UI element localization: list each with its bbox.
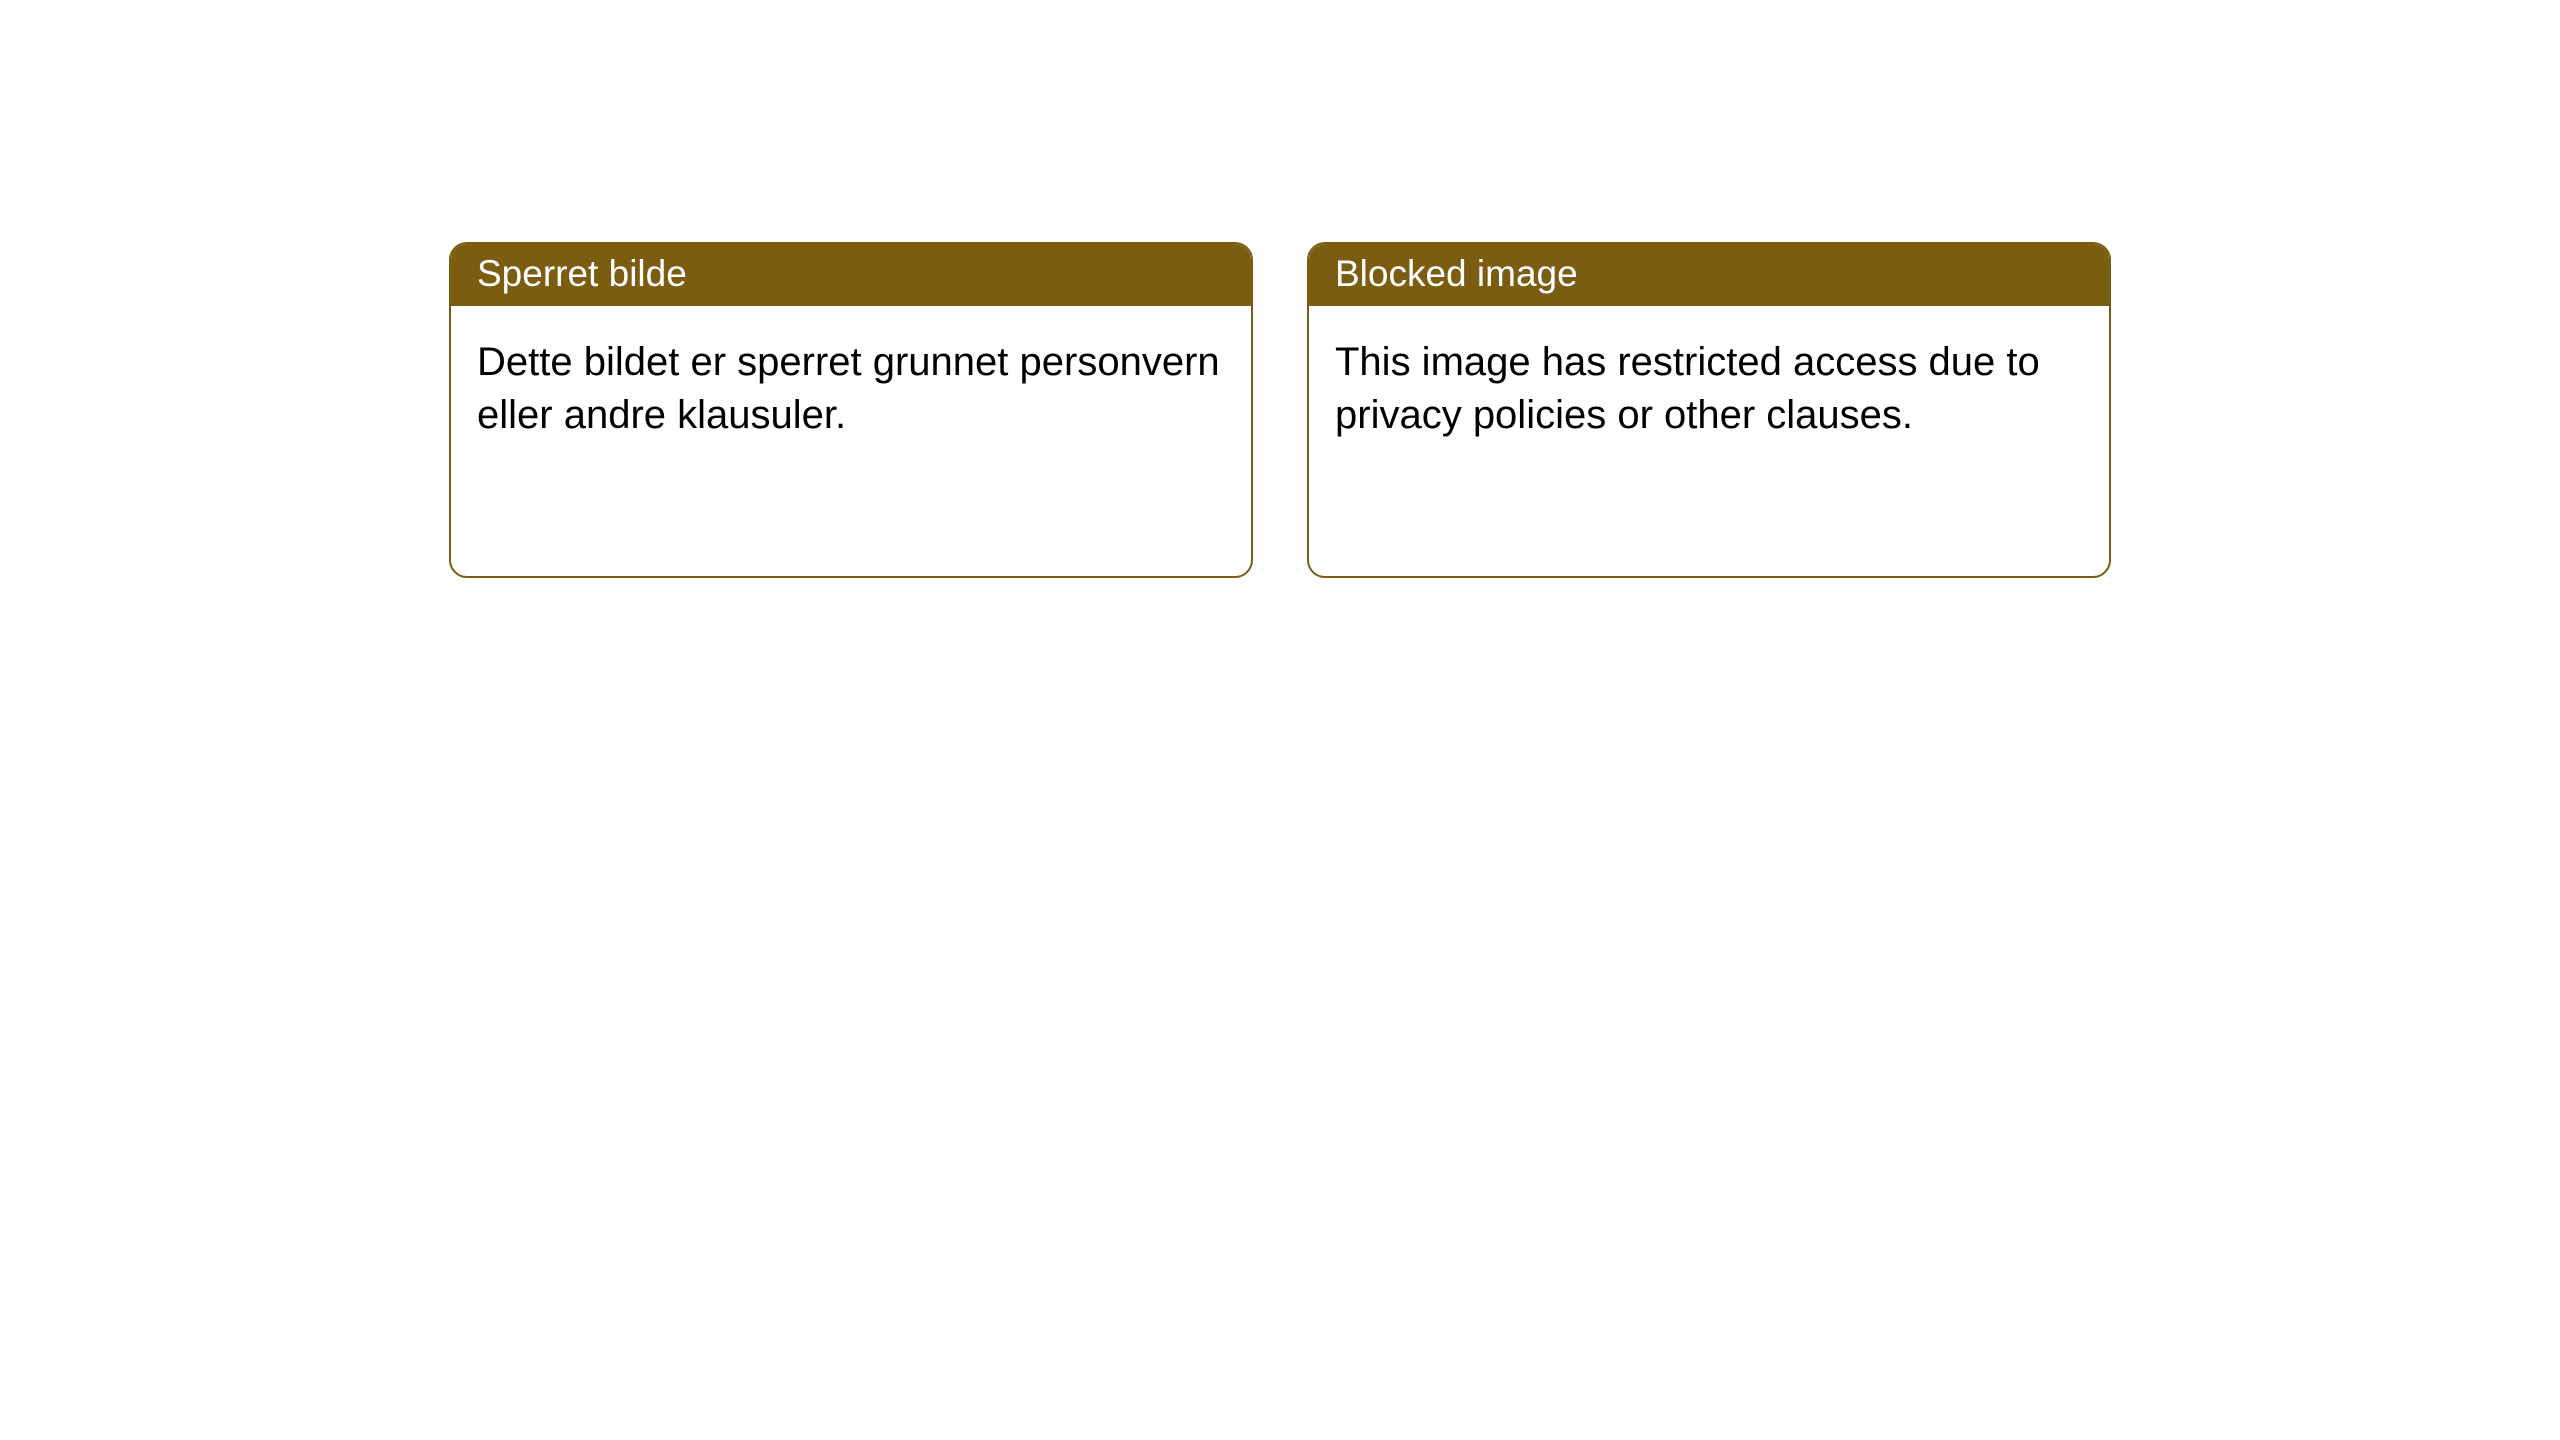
notice-header: Blocked image	[1309, 244, 2109, 306]
notice-body: Dette bildet er sperret grunnet personve…	[451, 306, 1251, 472]
notice-container: Sperret bilde Dette bildet er sperret gr…	[0, 0, 2560, 578]
notice-body: This image has restricted access due to …	[1309, 306, 2109, 472]
notice-card-norwegian: Sperret bilde Dette bildet er sperret gr…	[449, 242, 1253, 578]
notice-card-english: Blocked image This image has restricted …	[1307, 242, 2111, 578]
notice-header: Sperret bilde	[451, 244, 1251, 306]
